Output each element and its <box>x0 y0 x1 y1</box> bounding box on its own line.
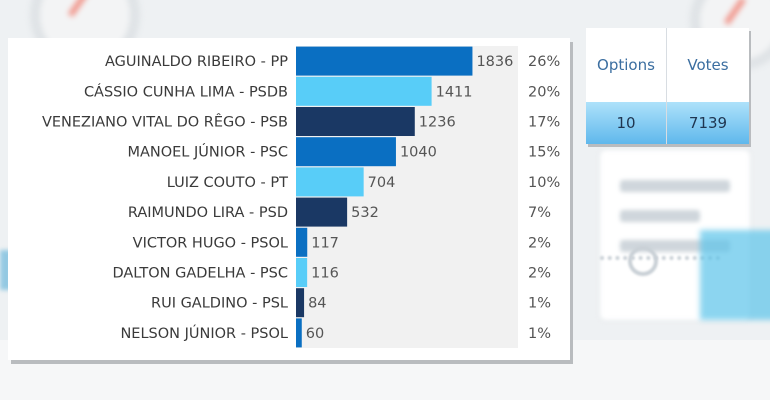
bar-value-label: 84 <box>308 296 326 312</box>
bar-value-label: 532 <box>351 205 379 221</box>
bar-category-label: RAIMUNDO LIRA - PSD <box>128 205 288 221</box>
bar-percent-label: 1% <box>528 296 551 312</box>
options-column: Options 10 <box>586 28 666 144</box>
bar <box>296 227 308 257</box>
bar <box>296 46 473 76</box>
bar-value-label: 1836 <box>476 54 513 70</box>
bar-category-label: VICTOR HUGO - PSOL <box>133 235 288 251</box>
bar-value-label: 1040 <box>400 145 437 161</box>
bar-value-label: 60 <box>306 326 324 342</box>
bar-value-label: 1236 <box>419 115 456 131</box>
bar-category-label: DALTON GADELHA - PSC <box>112 266 288 282</box>
bar-category-label: LUIZ COUTO - PT <box>167 175 288 191</box>
ring-illustration <box>628 246 658 276</box>
bar-category-label: NELSON JÚNIOR - PSOL <box>120 324 288 342</box>
bar-percent-label: 17% <box>528 115 560 131</box>
bar-percent-label: 15% <box>528 145 560 161</box>
column-divider <box>666 28 667 144</box>
bar <box>296 318 302 348</box>
bar-category-label: AGUINALDO RIBEIRO - PP <box>105 54 288 70</box>
options-value: 10 <box>586 102 666 144</box>
bar-percent-label: 2% <box>528 266 551 282</box>
votes-value: 7139 <box>667 102 749 144</box>
bar-percent-label: 7% <box>528 205 551 221</box>
bar-percent-label: 20% <box>528 84 560 100</box>
bar-percent-label: 2% <box>528 235 551 251</box>
summary-table: Options 10 Votes 7139 <box>586 28 749 144</box>
bar-category-label: VENEZIANO VITAL DO RÊGO - PSB <box>42 113 288 131</box>
votes-header: Votes <box>687 56 729 74</box>
votes-column: Votes 7139 <box>667 28 749 144</box>
bar-value-label: 1411 <box>436 84 473 100</box>
bar <box>296 197 348 227</box>
bar-percent-label: 1% <box>528 326 551 342</box>
bar <box>296 137 396 167</box>
results-chart-panel: AGUINALDO RIBEIRO - PP 1836 26% CÁSSIO CUNH… <box>8 38 570 360</box>
bar-category-label: RUI GALDINO - PSL <box>151 296 288 312</box>
options-header: Options <box>597 56 655 74</box>
bar-percent-label: 10% <box>528 175 560 191</box>
bar-percent-label: 26% <box>528 54 560 70</box>
monitor-illustration <box>700 230 770 320</box>
bar-category-label: MANOEL JÚNIOR - PSC <box>127 143 288 161</box>
dotted-line-illustration <box>600 256 720 268</box>
results-bar-chart: AGUINALDO RIBEIRO - PP 1836 26% CÁSSIO CUNH… <box>42 46 560 348</box>
bar-value-label: 117 <box>311 235 339 251</box>
bar <box>296 167 364 197</box>
bar <box>296 76 432 106</box>
bar-category-label: CÁSSIO CUNHA LIMA - PSDB <box>84 83 288 100</box>
bar <box>296 107 415 136</box>
bar <box>296 288 305 318</box>
bar-value-label: 116 <box>311 266 339 282</box>
bar <box>296 258 308 287</box>
bar-value-label: 704 <box>368 175 396 191</box>
